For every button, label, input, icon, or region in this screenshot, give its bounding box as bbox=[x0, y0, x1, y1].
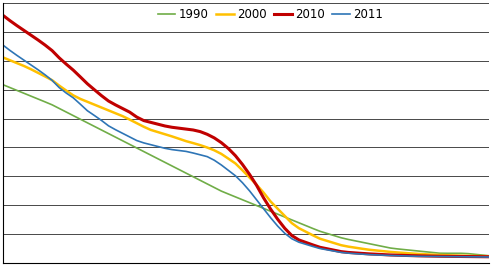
2000 bbox=[486, 255, 492, 258]
2010 bbox=[127, 111, 133, 114]
2010 bbox=[486, 255, 492, 258]
2011 bbox=[486, 255, 492, 259]
2000 bbox=[268, 200, 274, 203]
2010 bbox=[416, 254, 422, 257]
2010 bbox=[148, 121, 154, 124]
2010 bbox=[268, 207, 274, 211]
1990 bbox=[268, 210, 274, 213]
2000 bbox=[409, 252, 415, 255]
1990 bbox=[148, 153, 154, 157]
2011 bbox=[268, 216, 274, 219]
2000 bbox=[148, 128, 154, 131]
Line: 1990: 1990 bbox=[3, 85, 489, 256]
2000 bbox=[0, 56, 6, 59]
2011 bbox=[127, 135, 133, 139]
Line: 2011: 2011 bbox=[3, 45, 489, 257]
2000 bbox=[113, 112, 119, 115]
2010 bbox=[113, 103, 119, 107]
2000 bbox=[416, 252, 422, 256]
1990 bbox=[0, 83, 6, 86]
1990 bbox=[127, 143, 133, 146]
Line: 2000: 2000 bbox=[3, 57, 489, 256]
2000 bbox=[127, 118, 133, 121]
Line: 2010: 2010 bbox=[3, 15, 489, 257]
Legend: 1990, 2000, 2010, 2011: 1990, 2000, 2010, 2011 bbox=[153, 3, 388, 26]
1990 bbox=[113, 136, 119, 139]
2010 bbox=[0, 14, 6, 17]
2011 bbox=[409, 255, 415, 258]
2011 bbox=[113, 128, 119, 131]
2011 bbox=[416, 255, 422, 258]
2011 bbox=[148, 143, 154, 146]
1990 bbox=[486, 254, 492, 257]
2011 bbox=[0, 43, 6, 47]
1990 bbox=[416, 250, 422, 253]
1990 bbox=[409, 249, 415, 252]
2010 bbox=[409, 254, 415, 257]
